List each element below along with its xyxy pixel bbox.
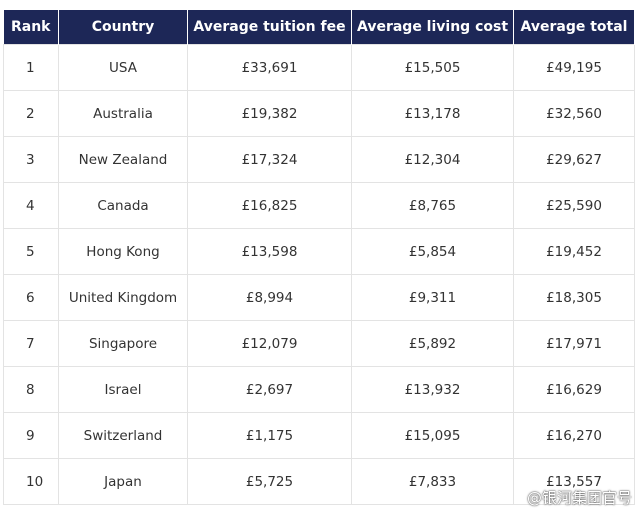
table-cell: £13,932 — [351, 366, 514, 413]
table-cell: 8 — [3, 366, 59, 413]
column-header: Average tuition fee — [187, 10, 352, 45]
table-row: 5 Hong Kong £13,598 £5,854 £19,452 — [3, 228, 635, 275]
table-cell: 1 — [3, 44, 59, 91]
table-cell: £29,627 — [513, 136, 635, 183]
table-cell: New Zealand — [58, 136, 188, 183]
table-cell: £33,691 — [187, 44, 352, 91]
table-cell: £18,305 — [513, 274, 635, 321]
column-header: Average living cost — [351, 10, 514, 45]
table-cell: £8,765 — [351, 182, 514, 229]
table-cell: £5,725 — [187, 458, 352, 505]
table-header: Rank Country Average tuition fee Average li… — [3, 10, 635, 45]
table-cell: Japan — [58, 458, 188, 505]
table-cell: £15,095 — [351, 412, 514, 459]
table-cell: £19,452 — [513, 228, 635, 275]
table-cell: Canada — [58, 182, 188, 229]
table-cell: £16,825 — [187, 182, 352, 229]
table-cell: £16,629 — [513, 366, 635, 413]
table-row: 8 Israel £2,697 £13,932 £16,629 — [3, 366, 635, 413]
table-row: 2 Australia £19,382 £13,178 £32,560 — [3, 90, 635, 137]
table-cell: £12,079 — [187, 320, 352, 367]
table-cell: £32,560 — [513, 90, 635, 137]
ranking-table: Rank Country Average tuition fee Average li… — [3, 10, 635, 505]
table-cell: £1,175 — [187, 412, 352, 459]
table-cell: Singapore — [58, 320, 188, 367]
table-cell: 6 — [3, 274, 59, 321]
table-cell: £12,304 — [351, 136, 514, 183]
table-cell: £13,598 — [187, 228, 352, 275]
table-row: 6 United Kingdom £8,994 £9,311 £18,305 — [3, 274, 635, 321]
table-cell: 4 — [3, 182, 59, 229]
table-row: 10 Japan £5,725 £7,833 £13,557 — [3, 458, 635, 505]
table-cell: 9 — [3, 412, 59, 459]
table-cell: £13,178 — [351, 90, 514, 137]
table-body: 1 USA £33,691 £15,505 £49,195 2 Australia £19,3… — [3, 44, 635, 505]
table-cell: 10 — [3, 458, 59, 505]
table-cell: £19,382 — [187, 90, 352, 137]
table-cell: USA — [58, 44, 188, 91]
table-row: 3 New Zealand £17,324 £12,304 £29,627 — [3, 136, 635, 183]
watermark: @银河集团官号 — [526, 489, 632, 507]
table-cell: £15,505 — [351, 44, 514, 91]
table-cell: £13,557 — [513, 458, 635, 505]
table-cell: £8,994 — [187, 274, 352, 321]
table-cell: Australia — [58, 90, 188, 137]
table-cell: 2 — [3, 90, 59, 137]
table-cell: Hong Kong — [58, 228, 188, 275]
header-row: Rank Country Average tuition fee Average li… — [3, 10, 635, 45]
table-row: 1 USA £33,691 £15,505 £49,195 — [3, 44, 635, 91]
column-header: Rank — [3, 10, 59, 45]
table-cell: Switzerland — [58, 412, 188, 459]
table-cell: £5,892 — [351, 320, 514, 367]
column-header: Country — [58, 10, 188, 45]
table-cell: United Kingdom — [58, 274, 188, 321]
table-cell: £16,270 — [513, 412, 635, 459]
table-cell: 7 — [3, 320, 59, 367]
table-cell: 3 — [3, 136, 59, 183]
table-row: 4 Canada £16,825 £8,765 £25,590 — [3, 182, 635, 229]
table-cell: £25,590 — [513, 182, 635, 229]
table-cell: Israel — [58, 366, 188, 413]
table-cell: £5,854 — [351, 228, 514, 275]
column-header: Average total — [513, 10, 635, 45]
table-row: 9 Switzerland £1,175 £15,095 £16,270 — [3, 412, 635, 459]
table-cell: £17,324 — [187, 136, 352, 183]
table-cell: £2,697 — [187, 366, 352, 413]
table-cell: £7,833 — [351, 458, 514, 505]
table-cell: £9,311 — [351, 274, 514, 321]
table-cell: 5 — [3, 228, 59, 275]
table-cell: £49,195 — [513, 44, 635, 91]
table-row: 7 Singapore £12,079 £5,892 £17,971 — [3, 320, 635, 367]
table-cell: £17,971 — [513, 320, 635, 367]
